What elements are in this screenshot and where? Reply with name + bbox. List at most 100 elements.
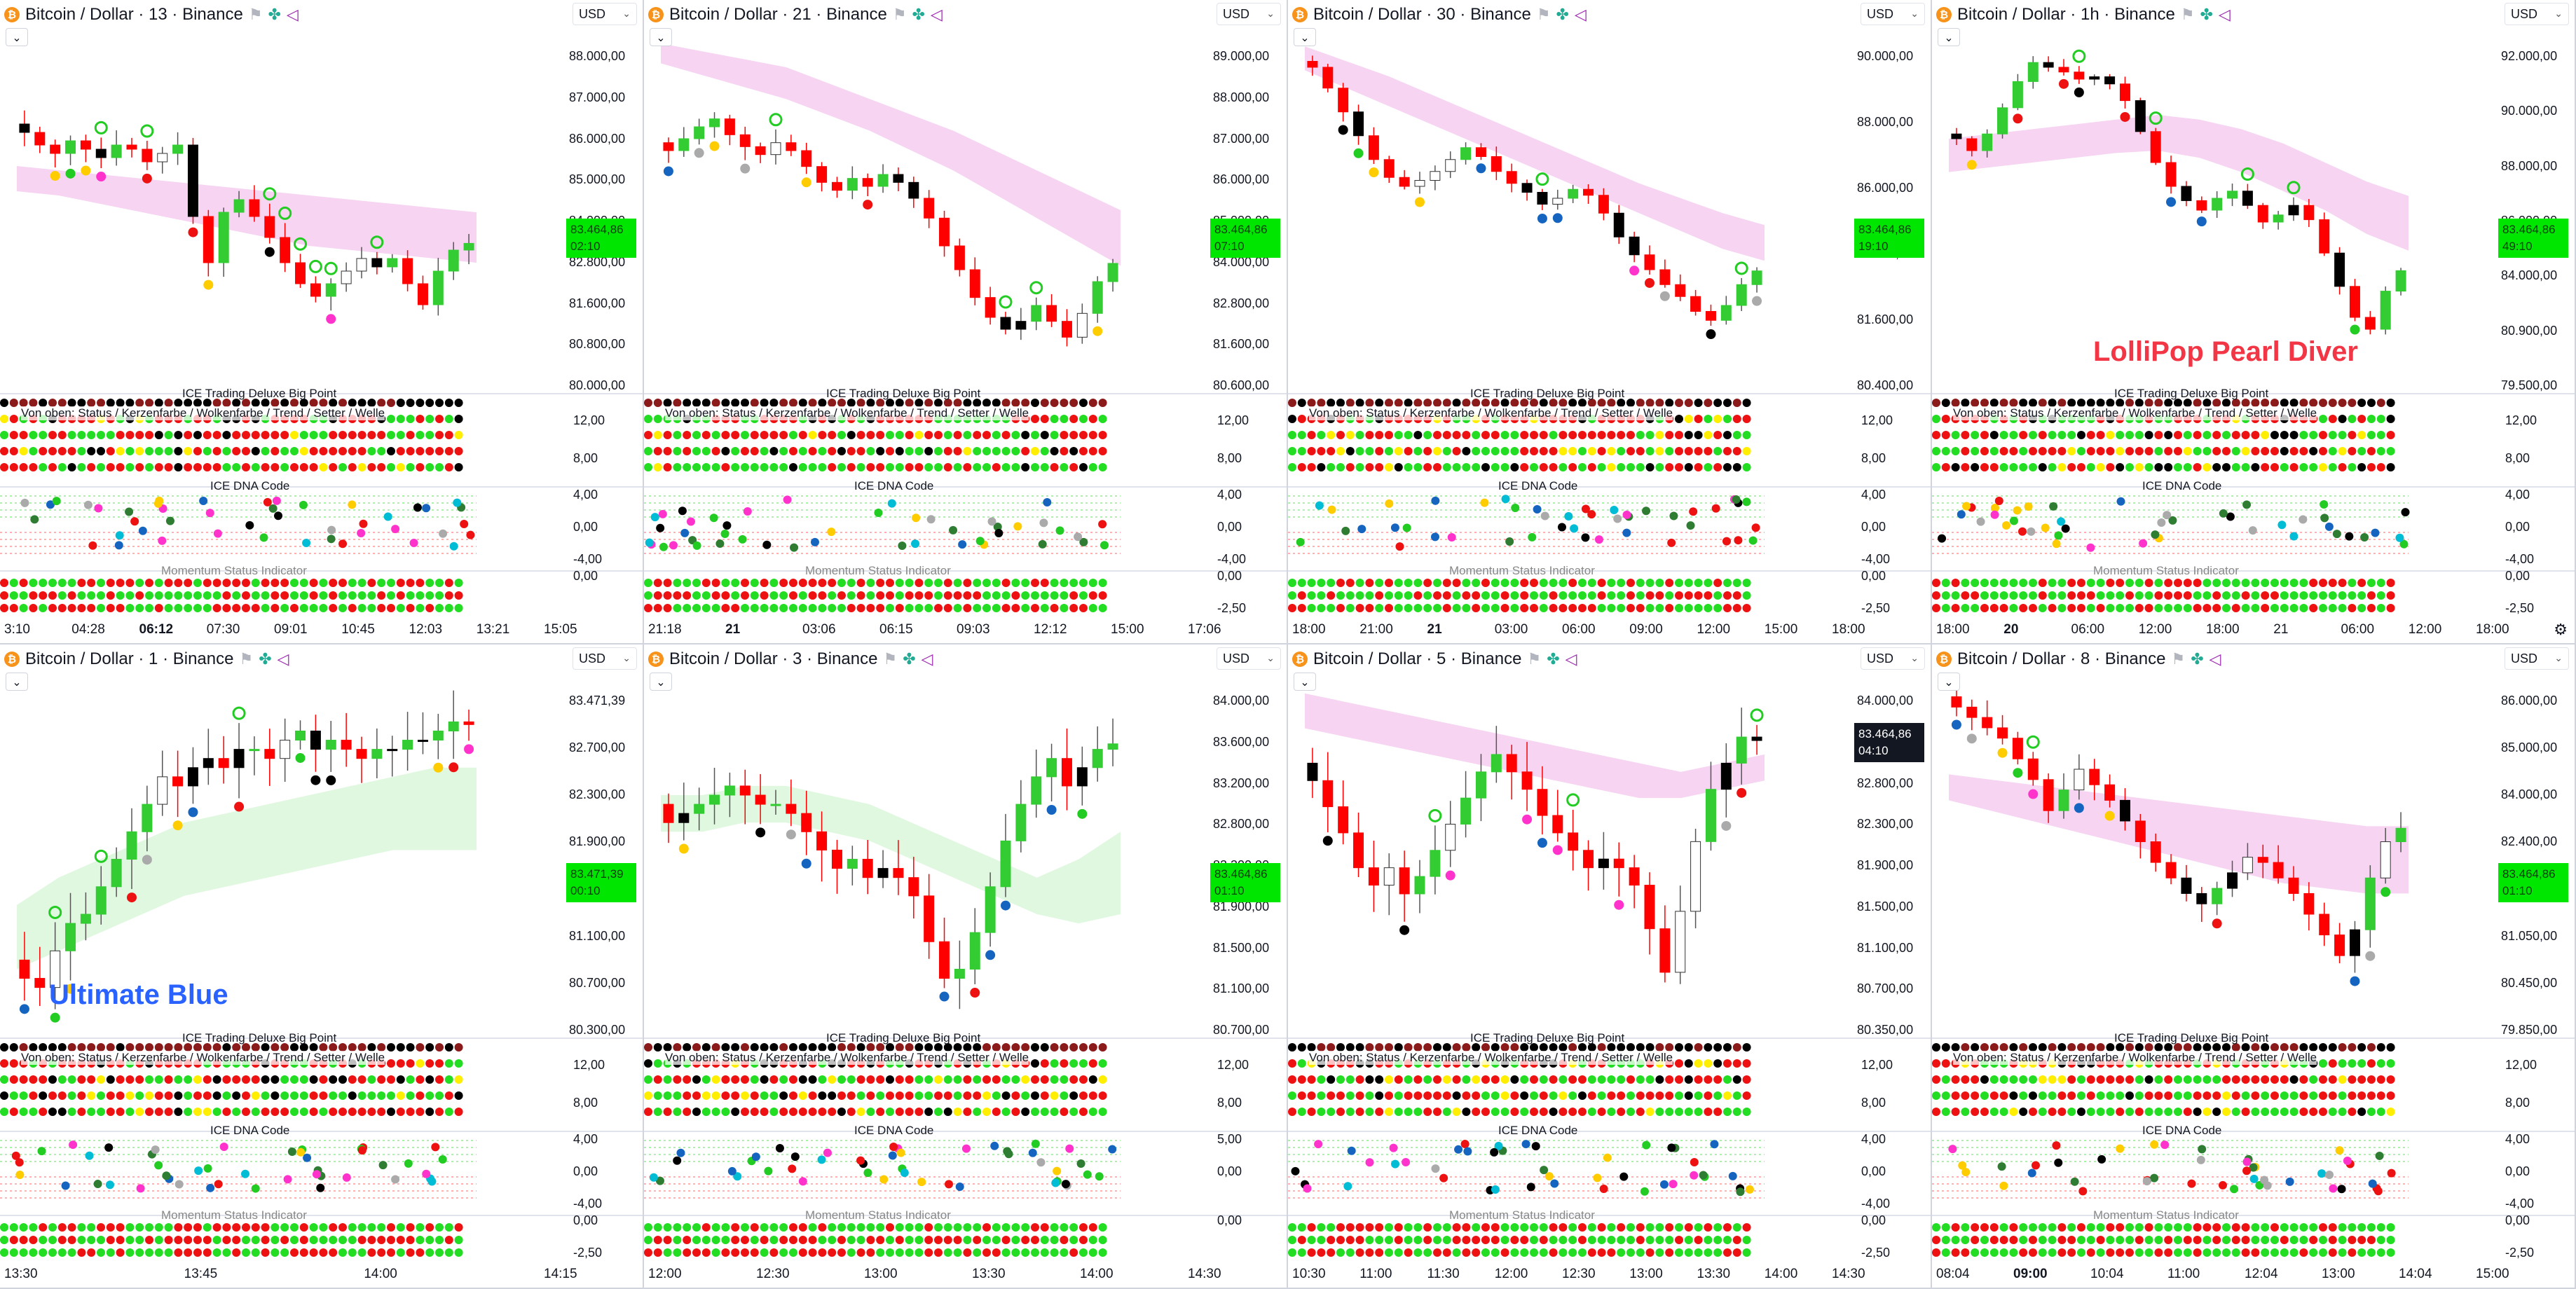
clover-icon[interactable]: ✤ — [1556, 6, 1569, 24]
clover-icon[interactable]: ✤ — [2191, 650, 2204, 668]
currency-select[interactable]: USD ⌄ — [573, 3, 637, 25]
share-icon[interactable]: ◁ — [921, 650, 933, 668]
momentum-dot — [0, 604, 8, 612]
chevron-down-icon[interactable]: ⌄ — [650, 28, 672, 46]
symbol-title[interactable]: Bitcoin / Dollar · 30 · Binance — [1313, 5, 1531, 24]
clover-icon[interactable]: ✤ — [912, 6, 925, 24]
big-point-dot — [174, 447, 183, 455]
share-icon[interactable]: ◁ — [1565, 650, 1577, 668]
flag-icon[interactable]: ⚑ — [2171, 650, 2186, 668]
currency-select[interactable]: USD ⌄ — [2505, 647, 2569, 670]
big-point-dot — [1011, 1108, 1020, 1116]
momentum-dot — [1011, 604, 1020, 612]
currency-select[interactable]: USD ⌄ — [1861, 3, 1925, 25]
momentum-dot — [1636, 1223, 1645, 1232]
chart-canvas[interactable] — [1932, 644, 2576, 1289]
big-point-dot — [1288, 463, 1296, 471]
momentum-dot — [242, 579, 250, 587]
flag-icon[interactable]: ⚑ — [2180, 6, 2195, 24]
share-icon[interactable]: ◁ — [277, 650, 289, 668]
chart-pane[interactable]: ₿ Bitcoin / Dollar · 8 · Binance ⚑ ✤ ◁ ⌄ USD ⌄ 8… — [1932, 644, 2576, 1289]
flag-icon[interactable]: ⚑ — [883, 650, 898, 668]
big-point-dot — [1452, 463, 1461, 471]
share-icon[interactable]: ◁ — [2218, 6, 2231, 24]
currency-select[interactable]: USD ⌄ — [573, 647, 637, 670]
flag-icon[interactable]: ⚑ — [1536, 6, 1551, 24]
countdown: 49:10 — [2502, 240, 2533, 253]
gear-icon[interactable]: ⚙ — [2554, 621, 2568, 639]
chevron-down-icon[interactable]: ⌄ — [1938, 28, 1960, 46]
symbol-title[interactable]: Bitcoin / Dollar · 1h · Binance — [1957, 5, 2175, 24]
dna-dot — [2368, 1179, 2377, 1188]
candle-body — [448, 249, 459, 272]
chart-pane[interactable]: ₿ Bitcoin / Dollar · 30 · Binance ⚑ ✤ ◁ ⌄ USD ⌄… — [1288, 0, 1932, 644]
momentum-dot — [1732, 591, 1741, 600]
chart-canvas[interactable] — [1932, 0, 2576, 644]
big-point-dot — [2309, 463, 2318, 471]
big-point-dot — [2367, 1043, 2376, 1052]
chevron-down-icon[interactable]: ⌄ — [1294, 673, 1316, 691]
currency-select[interactable]: USD ⌄ — [1861, 647, 1925, 670]
flag-icon[interactable]: ⚑ — [248, 6, 263, 24]
clover-icon[interactable]: ✤ — [268, 6, 281, 24]
chart-canvas[interactable] — [644, 644, 1288, 1289]
chevron-down-icon[interactable]: ⌄ — [6, 28, 28, 46]
momentum-dot — [653, 579, 662, 587]
symbol-title[interactable]: Bitcoin / Dollar · 21 · Binance — [669, 5, 887, 24]
symbol-title[interactable]: Bitcoin / Dollar · 3 · Binance — [669, 649, 878, 668]
chart-pane[interactable]: ₿ Bitcoin / Dollar · 5 · Binance ⚑ ✤ ◁ ⌄ USD ⌄ 8… — [1288, 644, 1932, 1289]
clover-icon[interactable]: ✤ — [2200, 6, 2213, 24]
chart-header[interactable]: ₿ Bitcoin / Dollar · 1 · Binance ⚑ ✤ ◁ — [4, 647, 289, 671]
share-icon[interactable]: ◁ — [930, 6, 943, 24]
chart-canvas[interactable] — [1288, 0, 1932, 644]
momentum-dot — [329, 591, 338, 600]
big-point-dot — [145, 463, 153, 471]
flag-icon[interactable]: ⚑ — [239, 650, 254, 668]
chart-header[interactable]: ₿ Bitcoin / Dollar · 30 · Binance ⚑ ✤ ◁ — [1292, 3, 1587, 27]
flag-icon[interactable]: ⚑ — [1527, 650, 1542, 668]
symbol-title[interactable]: Bitcoin / Dollar · 5 · Binance — [1313, 649, 1522, 668]
big-point-dot — [1732, 1108, 1741, 1116]
chart-header[interactable]: ₿ Bitcoin / Dollar · 8 · Binance ⚑ ✤ ◁ — [1936, 647, 2221, 671]
chart-canvas[interactable] — [0, 0, 644, 644]
chart-header[interactable]: ₿ Bitcoin / Dollar · 13 · Binance ⚑ ✤ ◁ — [4, 3, 299, 27]
chart-header[interactable]: ₿ Bitcoin / Dollar · 5 · Binance ⚑ ✤ ◁ — [1292, 647, 1577, 671]
chart-header[interactable]: ₿ Bitcoin / Dollar · 3 · Binance ⚑ ✤ ◁ — [648, 647, 933, 671]
clover-icon[interactable]: ✤ — [903, 650, 916, 668]
chart-canvas[interactable] — [644, 0, 1288, 644]
chevron-down-icon[interactable]: ⌄ — [1294, 28, 1316, 46]
symbol-title[interactable]: Bitcoin / Dollar · 1 · Binance — [25, 649, 234, 668]
candle-body — [908, 877, 919, 897]
big-point-dot — [2038, 399, 2047, 407]
currency-select[interactable]: USD ⌄ — [1217, 3, 1281, 25]
momentum-dot — [1345, 579, 1355, 587]
currency-select[interactable]: USD ⌄ — [1217, 647, 1281, 670]
chart-pane[interactable]: ₿ Bitcoin / Dollar · 21 · Binance ⚑ ✤ ◁ ⌄ USD ⌄… — [644, 0, 1288, 644]
chevron-down-icon[interactable]: ⌄ — [650, 673, 672, 691]
momentum-dot — [1404, 1223, 1413, 1232]
chart-canvas[interactable] — [0, 644, 644, 1289]
chevron-down-icon[interactable]: ⌄ — [1938, 673, 1960, 691]
chart-pane[interactable]: ₿ Bitcoin / Dollar · 1 · Binance ⚑ ✤ ◁ ⌄ USD ⌄ 8… — [0, 644, 644, 1289]
currency-select[interactable]: USD ⌄ — [2505, 3, 2569, 25]
momentum-dot — [1098, 1223, 1107, 1232]
chart-pane[interactable]: ₿ Bitcoin / Dollar · 13 · Binance ⚑ ✤ ◁ ⌄ USD ⌄… — [0, 0, 644, 644]
clover-icon[interactable]: ✤ — [1547, 650, 1560, 668]
symbol-title[interactable]: Bitcoin / Dollar · 13 · Binance — [25, 5, 243, 24]
share-icon[interactable]: ◁ — [286, 6, 299, 24]
chart-canvas[interactable] — [1288, 644, 1932, 1289]
chevron-down-icon[interactable]: ⌄ — [6, 673, 28, 691]
symbol-title[interactable]: Bitcoin / Dollar · 8 · Binance — [1957, 649, 2166, 668]
momentum-dot — [87, 579, 96, 587]
big-point-dot — [1355, 1043, 1364, 1052]
momentum-dot — [251, 1223, 260, 1232]
chart-header[interactable]: ₿ Bitcoin / Dollar · 1h · Binance ⚑ ✤ ◁ — [1936, 3, 2231, 27]
big-point-dot — [1568, 447, 1577, 455]
flag-icon[interactable]: ⚑ — [892, 6, 907, 24]
share-icon[interactable]: ◁ — [2209, 650, 2221, 668]
chart-pane[interactable]: ₿ Bitcoin / Dollar · 3 · Binance ⚑ ✤ ◁ ⌄ USD ⌄ 8… — [644, 644, 1288, 1289]
chart-header[interactable]: ₿ Bitcoin / Dollar · 21 · Binance ⚑ ✤ ◁ — [648, 3, 943, 27]
clover-icon[interactable]: ✤ — [259, 650, 272, 668]
share-icon[interactable]: ◁ — [1574, 6, 1587, 24]
chart-pane[interactable]: ₿ Bitcoin / Dollar · 1h · Binance ⚑ ✤ ◁ ⌄ USD ⌄… — [1932, 0, 2576, 644]
